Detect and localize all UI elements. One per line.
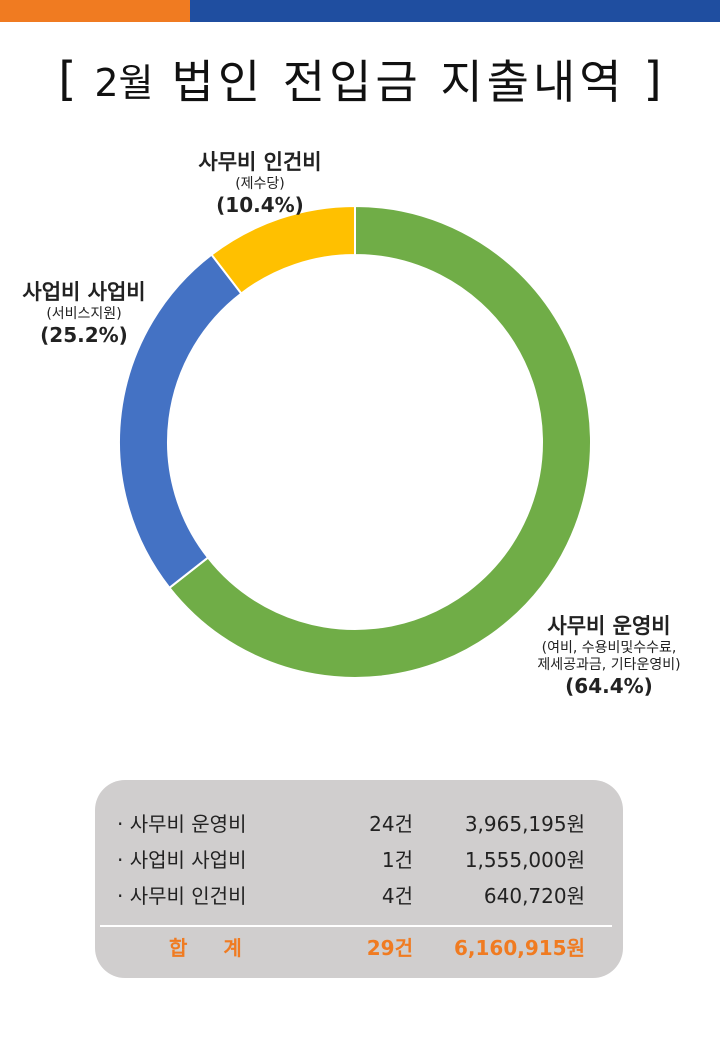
total-label-part: 합 xyxy=(169,936,188,960)
slice-label-business: 사업비 사업비 (서비스지원) (25.2%) xyxy=(4,276,164,347)
total-label-part: 계 xyxy=(223,936,242,960)
slice-label-percent: (10.4%) xyxy=(216,193,304,217)
top-accent-bar xyxy=(0,0,720,22)
summary-row-name: · 사무비 인건비 xyxy=(117,884,247,908)
summary-table: · 사무비 운영비 24건 3,965,195원 · 사업비 사업비 1건 1,… xyxy=(95,780,623,978)
top-bar-orange-segment xyxy=(0,0,190,22)
summary-row: · 사업비 사업비 1건 1,555,000원 xyxy=(95,844,623,880)
summary-row-amount: 3,965,195원 xyxy=(464,812,585,836)
summary-row-amount: 640,720원 xyxy=(483,884,585,908)
slice-label-detail-line: 제세공과금, 기타운영비) xyxy=(537,657,681,673)
donut-chart xyxy=(118,204,592,679)
donut-slice-office-operating xyxy=(168,204,592,679)
title-close-bracket: ] xyxy=(643,52,662,106)
summary-row-name: · 사업비 사업비 xyxy=(117,848,247,872)
summary-row: · 사무비 인건비 4건 640,720원 xyxy=(95,880,623,916)
slice-label-percent: (64.4%) xyxy=(565,674,653,698)
summary-total-count: 29건 xyxy=(366,936,413,960)
slice-label-detail-line: (제수당) xyxy=(235,176,285,192)
top-bar-blue-segment xyxy=(190,0,720,22)
slice-label-name: 사무비 운영비 xyxy=(547,614,671,638)
slice-label-detail-line: (서비스지원) xyxy=(46,306,122,322)
summary-divider xyxy=(100,925,612,927)
summary-row-amount: 1,555,000원 xyxy=(464,848,585,872)
slice-label-detail-line: (여비, 수용비및수수료, xyxy=(541,640,677,656)
slice-label-office-operating: 사무비 운영비 (여비, 수용비및수수료, 제세공과금, 기타운영비) (64.… xyxy=(498,610,720,698)
title-main-text: 법인 전입금 지출내역 xyxy=(171,55,626,109)
title-month: 2월 xyxy=(94,60,154,105)
page-title: [ 2월 법인 전입금 지출내역 ] xyxy=(0,46,720,112)
summary-row-name: · 사무비 운영비 xyxy=(117,812,247,836)
title-open-bracket: [ xyxy=(58,52,77,106)
summary-row-count: 4건 xyxy=(381,884,413,908)
slice-label-percent: (25.2%) xyxy=(40,323,128,347)
summary-total-amount: 6,160,915원 xyxy=(453,936,585,960)
summary-row-count: 24건 xyxy=(369,812,413,836)
slice-label-name: 사무비 인건비 xyxy=(198,150,322,174)
summary-row-count: 1건 xyxy=(381,848,413,872)
slice-label-name: 사업비 사업비 xyxy=(22,280,146,304)
summary-row: · 사무비 운영비 24건 3,965,195원 xyxy=(95,808,623,844)
donut-slice-office-personnel xyxy=(210,204,356,295)
slice-label-office-personnel: 사무비 인건비 (제수당) (10.4%) xyxy=(160,146,360,217)
